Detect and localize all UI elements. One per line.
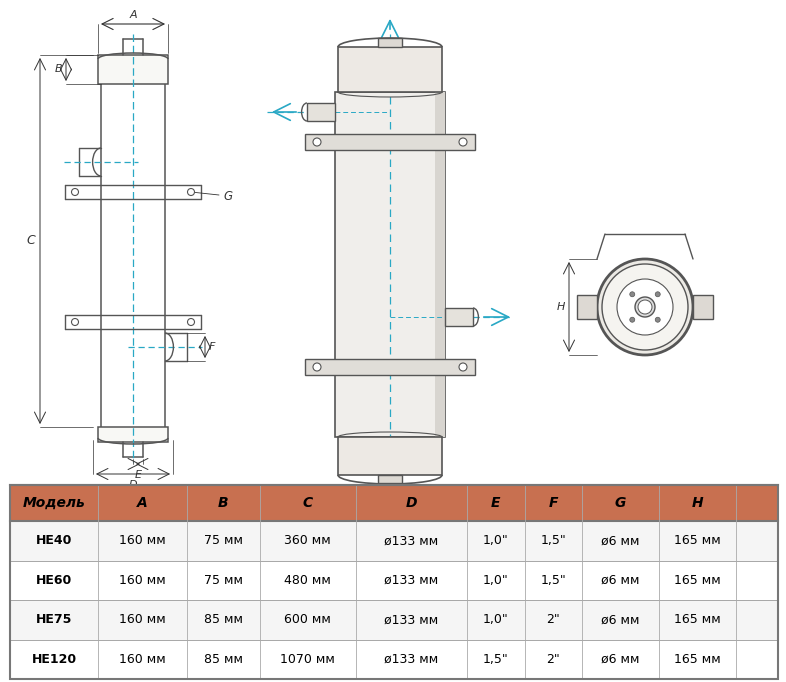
Text: 480 мм: 480 мм bbox=[285, 574, 331, 587]
Circle shape bbox=[602, 264, 688, 350]
Text: HE40: HE40 bbox=[36, 534, 72, 547]
Text: HE75: HE75 bbox=[36, 613, 72, 626]
Text: ø133 мм: ø133 мм bbox=[384, 534, 439, 547]
Text: D: D bbox=[406, 496, 417, 510]
Bar bbox=[307, 103, 335, 121]
Text: F: F bbox=[549, 496, 558, 510]
Text: C: C bbox=[26, 235, 35, 248]
Text: 160 мм: 160 мм bbox=[119, 534, 166, 547]
Text: ø133 мм: ø133 мм bbox=[384, 653, 439, 666]
Text: ø133 мм: ø133 мм bbox=[384, 613, 439, 626]
Circle shape bbox=[313, 138, 321, 146]
Text: 1,0": 1,0" bbox=[483, 574, 509, 587]
Bar bbox=[10, 640, 778, 679]
Circle shape bbox=[635, 297, 655, 317]
Text: D: D bbox=[129, 480, 138, 490]
Circle shape bbox=[638, 300, 652, 314]
Text: HE120: HE120 bbox=[31, 653, 77, 666]
Text: H: H bbox=[692, 496, 703, 510]
Bar bbox=[335, 92, 445, 437]
Bar bbox=[378, 475, 402, 483]
Text: E: E bbox=[134, 470, 141, 480]
Circle shape bbox=[656, 292, 660, 297]
Bar bbox=[10, 600, 778, 640]
Text: H: H bbox=[556, 302, 565, 312]
Circle shape bbox=[656, 317, 660, 322]
Text: B: B bbox=[218, 496, 229, 510]
Text: HE60: HE60 bbox=[36, 574, 72, 587]
Text: 1070 мм: 1070 мм bbox=[280, 653, 335, 666]
Text: 2": 2" bbox=[546, 653, 560, 666]
Text: 360 мм: 360 мм bbox=[285, 534, 331, 547]
Text: 1,0": 1,0" bbox=[483, 534, 509, 547]
Text: B: B bbox=[54, 65, 62, 74]
Bar bbox=[305, 134, 475, 150]
Text: 1,5": 1,5" bbox=[483, 653, 509, 666]
Text: ø6 мм: ø6 мм bbox=[601, 613, 640, 626]
Text: ø133 мм: ø133 мм bbox=[384, 574, 439, 587]
Text: 165 мм: 165 мм bbox=[674, 534, 721, 547]
Text: C: C bbox=[303, 496, 313, 510]
Bar bbox=[378, 38, 402, 47]
Text: 2": 2" bbox=[546, 613, 560, 626]
Text: G: G bbox=[615, 496, 626, 510]
Bar bbox=[445, 308, 473, 326]
Circle shape bbox=[617, 279, 673, 335]
Bar bbox=[10, 561, 778, 600]
Circle shape bbox=[459, 363, 467, 371]
Text: 160 мм: 160 мм bbox=[119, 613, 166, 626]
Text: 600 мм: 600 мм bbox=[285, 613, 331, 626]
Text: 1,0": 1,0" bbox=[483, 613, 509, 626]
Text: G: G bbox=[223, 190, 232, 203]
Bar bbox=[435, 92, 445, 437]
Text: ø6 мм: ø6 мм bbox=[601, 653, 640, 666]
Text: 165 мм: 165 мм bbox=[674, 613, 721, 626]
Text: 165 мм: 165 мм bbox=[674, 574, 721, 587]
Text: 85 мм: 85 мм bbox=[204, 653, 243, 666]
Text: 85 мм: 85 мм bbox=[204, 613, 243, 626]
Text: A: A bbox=[137, 496, 148, 510]
Bar bbox=[338, 47, 442, 92]
Text: 1,5": 1,5" bbox=[541, 534, 566, 547]
Bar bbox=[98, 55, 168, 84]
Text: Модель: Модель bbox=[23, 496, 86, 510]
Bar bbox=[10, 485, 778, 521]
Text: 165 мм: 165 мм bbox=[674, 653, 721, 666]
Text: 1,5": 1,5" bbox=[541, 574, 566, 587]
Text: A: A bbox=[129, 10, 137, 20]
Circle shape bbox=[459, 138, 467, 146]
Circle shape bbox=[72, 318, 79, 325]
Text: F: F bbox=[209, 342, 215, 352]
Bar bbox=[305, 359, 475, 375]
Circle shape bbox=[630, 317, 635, 322]
Text: ø6 мм: ø6 мм bbox=[601, 574, 640, 587]
Text: 75 мм: 75 мм bbox=[204, 534, 243, 547]
Circle shape bbox=[630, 292, 635, 297]
Bar bbox=[10, 521, 778, 561]
Circle shape bbox=[313, 363, 321, 371]
Text: E: E bbox=[491, 496, 501, 510]
Bar bbox=[693, 295, 713, 319]
Bar bbox=[577, 295, 597, 319]
Text: ø6 мм: ø6 мм bbox=[601, 534, 640, 547]
Circle shape bbox=[72, 188, 79, 196]
Circle shape bbox=[188, 188, 194, 196]
Bar bbox=[98, 427, 168, 442]
Text: 160 мм: 160 мм bbox=[119, 653, 166, 666]
Circle shape bbox=[597, 259, 693, 355]
Bar bbox=[338, 437, 442, 475]
Text: 75 мм: 75 мм bbox=[204, 574, 243, 587]
Text: 160 мм: 160 мм bbox=[119, 574, 166, 587]
Circle shape bbox=[188, 318, 194, 325]
Bar bbox=[10, 485, 778, 679]
